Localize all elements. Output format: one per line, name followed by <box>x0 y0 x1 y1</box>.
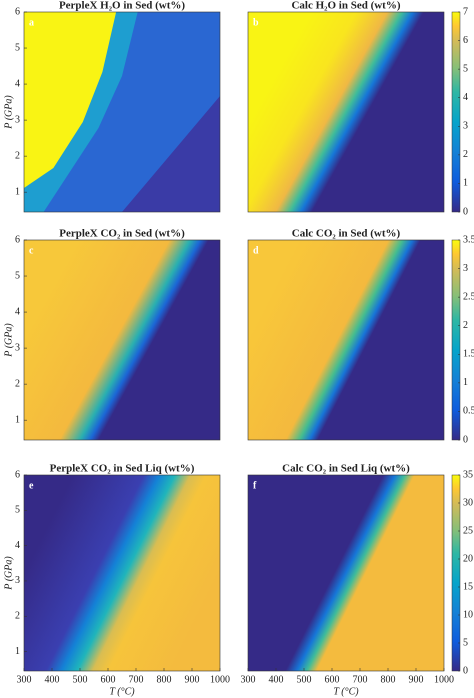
panel-title: PerpleX H₂O in Sed (wt%) <box>59 0 185 12</box>
colorbar-tick-label: 20 <box>463 553 473 564</box>
panel-label: e <box>29 480 34 491</box>
heatmap-field <box>248 240 444 440</box>
panel-label: d <box>253 245 259 256</box>
heatmap-field <box>122 96 220 212</box>
colorbar-tick-label: 30 <box>463 497 473 508</box>
heatmap-field <box>248 475 444 671</box>
colorbar-tick-label: 1.5 <box>463 349 474 360</box>
y-tick-label: 3 <box>15 114 20 125</box>
y-tick-label: 3 <box>15 575 20 586</box>
colorbar <box>451 474 461 672</box>
x-tick-label: 500 <box>73 674 88 685</box>
heatmap-field <box>24 240 220 440</box>
plot-frame <box>247 11 445 213</box>
y-tick-label: 6 <box>15 6 20 17</box>
plot-frame <box>23 239 221 441</box>
colorbar-tick-label: 3 <box>463 263 468 274</box>
colorbar-tick-label: 2 <box>463 149 468 160</box>
y-tick-label: 2 <box>15 378 20 389</box>
colorbar-tick-label: 2 <box>463 320 468 331</box>
plot-frame <box>23 11 221 213</box>
y-tick-label: 1 <box>15 414 20 425</box>
colorbar <box>451 11 461 213</box>
heatmap-field <box>248 12 444 212</box>
y-tick-label: 6 <box>15 469 20 480</box>
plot-frame <box>247 474 445 672</box>
x-tick-label: 600 <box>101 674 116 685</box>
panel-title: PerpleX CO₂ in Sed Liq (wt%) <box>50 463 195 475</box>
y-tick-label: 4 <box>15 78 20 89</box>
y-tick-label: 5 <box>15 270 20 281</box>
y-tick-label: 2 <box>15 611 20 622</box>
y-tick-label: 1 <box>15 186 20 197</box>
colorbar-tick-label: 0 <box>463 665 468 676</box>
y-axis-label: P (GPa) <box>3 556 14 591</box>
panel-label: b <box>253 17 259 28</box>
panel-label: a <box>29 17 34 28</box>
colorbar-tick-label: 7 <box>463 6 468 17</box>
x-tick-label: 300 <box>241 674 256 685</box>
colorbar-tick-label: 2.5 <box>463 291 474 302</box>
colorbar-tick-label: 3.5 <box>463 234 474 245</box>
x-tick-label: 900 <box>185 674 200 685</box>
panel-title: Calc CO₂ in Sed Liq (wt%) <box>282 463 410 475</box>
colorbar-tick-label: 6 <box>463 35 468 46</box>
colorbar-tick-label: 5 <box>463 637 468 648</box>
y-axis-label: P (GPa) <box>3 323 14 358</box>
colorbar <box>451 239 461 441</box>
colorbar-tick-label: 0.5 <box>463 406 474 417</box>
y-tick-label: 4 <box>15 306 20 317</box>
panel-title: PerpleX CO₂ in Sed (wt%) <box>59 228 185 240</box>
x-tick-label: 600 <box>325 674 340 685</box>
colorbar-tick-label: 1 <box>463 377 468 388</box>
colorbar-tick-label: 10 <box>463 609 473 620</box>
heatmap-field <box>24 475 220 671</box>
heatmap-field <box>24 12 117 188</box>
y-tick-label: 2 <box>15 150 20 161</box>
x-tick-label: 300 <box>17 674 32 685</box>
panel-label: f <box>253 480 257 491</box>
x-tick-label: 500 <box>297 674 312 685</box>
x-tick-label: 900 <box>409 674 424 685</box>
x-tick-label: 400 <box>269 674 284 685</box>
colorbar-tick-label: 25 <box>463 525 473 536</box>
x-tick-label: 1000 <box>434 674 454 685</box>
colorbar-tick-label: 1 <box>463 178 468 189</box>
x-tick-label: 800 <box>157 674 172 685</box>
colorbar-tick-label: 15 <box>463 581 473 592</box>
panel-title: Calc CO₂ in Sed (wt%) <box>292 228 401 240</box>
colorbar-tick-label: 0 <box>463 434 468 445</box>
x-axis-label: T (°C) <box>109 686 135 697</box>
y-tick-label: 4 <box>15 540 20 551</box>
colorbar-tick-label: 5 <box>463 63 468 74</box>
plot-frame <box>247 239 445 441</box>
panel-label: c <box>29 245 34 256</box>
x-tick-label: 1000 <box>210 674 230 685</box>
x-tick-label: 400 <box>45 674 60 685</box>
x-tick-label: 700 <box>353 674 368 685</box>
colorbar-tick-label: 35 <box>463 469 473 480</box>
y-tick-label: 5 <box>15 42 20 53</box>
y-tick-label: 6 <box>15 234 20 245</box>
panel-title: Calc H₂O in Sed (wt%) <box>291 0 400 12</box>
plot-frame <box>23 474 221 672</box>
x-tick-label: 800 <box>381 674 396 685</box>
y-tick-label: 5 <box>15 505 20 516</box>
colorbar-tick-label: 4 <box>463 92 468 103</box>
x-tick-label: 700 <box>129 674 144 685</box>
y-axis-label: P (GPa) <box>3 95 14 130</box>
colorbar-tick-label: 3 <box>463 121 468 132</box>
x-axis-label: T (°C) <box>333 686 359 697</box>
colorbar-tick-label: 0 <box>463 206 468 217</box>
y-tick-label: 3 <box>15 342 20 353</box>
y-tick-label: 1 <box>15 646 20 657</box>
